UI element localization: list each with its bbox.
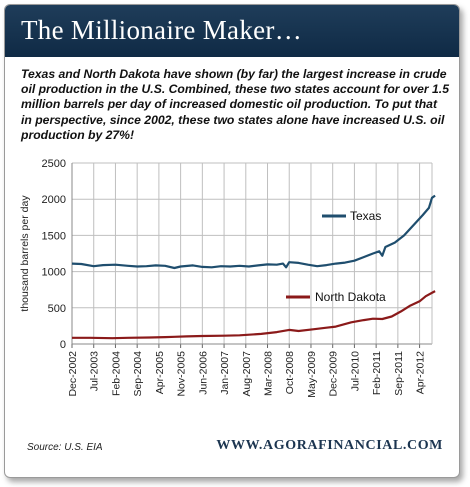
x-tick-label: Dec-2009	[328, 351, 340, 397]
description-text: Texas and North Dakota have shown (by fa…	[21, 67, 449, 142]
x-tick-label: Dec-2002	[67, 351, 79, 397]
y-tick-label: 0	[60, 339, 66, 351]
x-tick-label: Jul-2010	[349, 351, 361, 391]
header-title: The Millionaire Maker…	[21, 15, 303, 45]
legend-label-texas: Texas	[350, 209, 381, 223]
site-url: WWW.AGORAFINANCIAL.COM	[216, 438, 443, 453]
x-tick-label: Aug-2007	[241, 351, 253, 397]
y-tick-label: 1500	[42, 230, 66, 242]
x-tick-label: Sep-2011	[393, 351, 405, 396]
x-tick-label: Oct-2008	[284, 351, 296, 394]
series-layer	[71, 194, 436, 340]
y-tick-label: 2000	[42, 194, 66, 206]
x-tick-label: Sep-2004	[132, 351, 144, 397]
source-note: Source: U.S. EIA	[27, 442, 103, 453]
x-tick-label: Jan-2007	[219, 351, 231, 395]
infographic-card: The Millionaire Maker… Texas and North D…	[4, 4, 460, 478]
y-tick-label: 2500	[42, 158, 66, 170]
x-tick-label: Mar-2008	[263, 351, 275, 396]
x-tick-label: Jul-2003	[89, 351, 101, 391]
x-tick-label: Apr-2012	[415, 351, 427, 394]
series-line-texas	[71, 194, 436, 270]
x-tick-label: May-2009	[306, 351, 318, 398]
x-tick-label: Apr-2005	[154, 351, 166, 394]
label-layer: Texas North Dakota	[286, 209, 386, 304]
y-tick-label: 500	[48, 303, 66, 315]
y-tick-label: 1000	[42, 267, 66, 279]
header-banner: The Millionaire Maker…	[5, 5, 459, 57]
x-tick-label: Feb-2004	[110, 351, 122, 396]
x-tick-label: Nov-2005	[176, 351, 188, 397]
axis-layer: 0 500 1000 1500 2000 2500 Dec-2002 Jul-2003 Feb-…	[19, 158, 433, 398]
y-axis-title: thousand barrels per day	[19, 195, 31, 312]
series-line-north-dakota	[72, 290, 436, 340]
x-tick-label: Feb-2011	[371, 351, 383, 395]
x-tick-label: Jun-2006	[197, 351, 209, 395]
grid-layer	[71, 162, 432, 345]
legend-label-north-dakota: North Dakota	[315, 290, 386, 304]
